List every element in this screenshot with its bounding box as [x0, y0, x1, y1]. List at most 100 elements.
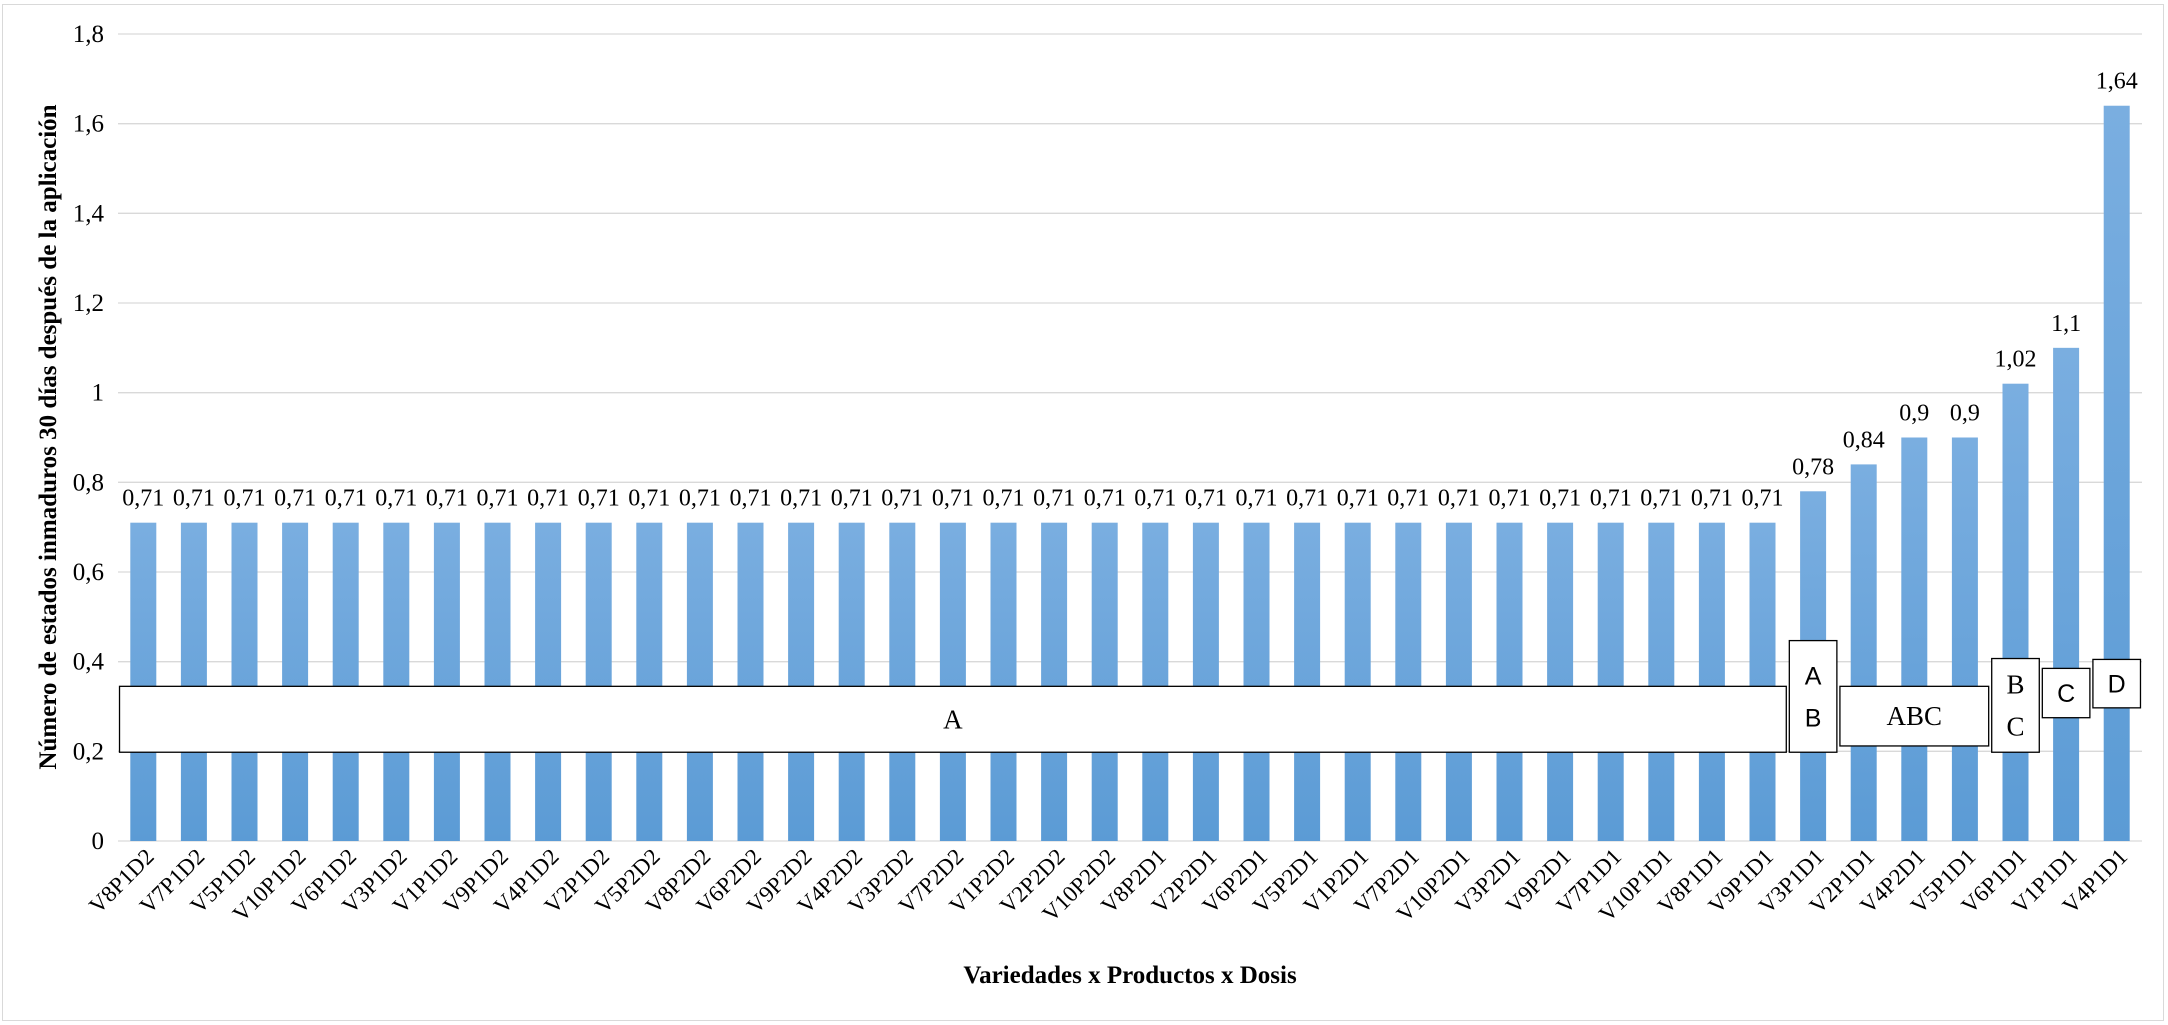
bar [1496, 522, 1523, 841]
group-box: BC [1991, 657, 2040, 753]
data-label: 0,71 [932, 486, 974, 512]
data-label: 0,71 [1539, 486, 1581, 512]
group-letter: D [2108, 671, 2126, 699]
group-letter: A [943, 704, 963, 734]
group-letter: C [2057, 680, 2075, 708]
group-box: C [2041, 667, 2091, 719]
data-label: 0,71 [325, 486, 367, 512]
group-letter: A [1805, 662, 1822, 690]
bar [2103, 105, 2130, 841]
data-label: 0,71 [527, 486, 569, 512]
bar [788, 522, 815, 841]
bar [686, 522, 713, 841]
data-label: 0,71 [831, 486, 873, 512]
data-label: 0,71 [881, 486, 923, 512]
y-tick-labels: 0 0,2 0,4 0,6 0,8 1 1,2 1,4 1,6 1,8 [73, 21, 105, 855]
data-label: 0,71 [780, 486, 822, 512]
bar [939, 522, 966, 841]
bar [2002, 383, 2029, 841]
data-label: 1,1 [2051, 311, 2081, 337]
bar [535, 522, 562, 841]
bar [1243, 522, 1270, 841]
bar [1749, 522, 1776, 841]
bar [585, 522, 612, 841]
bar [1445, 522, 1472, 841]
y-tick-label: 0 [92, 828, 105, 855]
bar [889, 522, 916, 841]
bar [1850, 464, 1877, 841]
group-box: ABC [1839, 685, 1990, 747]
bar [1648, 522, 1675, 841]
group-box-frame [1788, 639, 1838, 753]
data-label: 0,71 [1033, 486, 1075, 512]
data-label: 0,71 [578, 486, 620, 512]
bar [1041, 522, 1068, 841]
data-label: 0,71 [1286, 486, 1328, 512]
y-tick-label: 1,8 [73, 21, 104, 48]
data-label: 0,71 [1590, 486, 1632, 512]
data-label: 0,71 [1742, 486, 1784, 512]
data-label: 0,71 [1084, 486, 1126, 512]
group-box-frame [118, 685, 1787, 753]
data-label: 0,71 [1236, 486, 1278, 512]
group-box-frame [2092, 658, 2142, 709]
group-letter: C [2006, 711, 2024, 741]
bar [130, 522, 157, 841]
bar [1901, 437, 1928, 841]
bar [1294, 522, 1321, 841]
data-label: 0,71 [628, 486, 670, 512]
bar [484, 522, 511, 841]
data-labels: 0,71 0,71 0,71 0,71 0,71 0,71 0,71 0,71 0,71 0,71… [122, 69, 2137, 512]
data-label: 0,9 [1899, 401, 1929, 427]
data-label: 0,71 [1640, 486, 1682, 512]
data-label: 0,71 [1337, 486, 1379, 512]
bar [383, 522, 410, 841]
bar [1344, 522, 1371, 841]
data-label: 0,71 [1134, 486, 1176, 512]
y-tick-label: 0,2 [73, 738, 104, 765]
data-label: 0,71 [426, 486, 468, 512]
data-label: 0,71 [375, 486, 417, 512]
x-axis-title: Variedades x Productos x Dosis [963, 962, 1297, 989]
data-label: 0,71 [679, 486, 721, 512]
data-label: 0,71 [477, 486, 519, 512]
bars [130, 105, 2130, 841]
bar [737, 522, 764, 841]
bar [332, 522, 359, 841]
bar [1192, 522, 1219, 841]
y-axis-title: Número de estados inmaduros 30 días desp… [35, 104, 62, 769]
y-tick-label: 0,8 [73, 469, 104, 496]
y-tick-label: 1 [92, 380, 105, 407]
y-tick-label: 1,2 [73, 290, 104, 317]
bar [180, 522, 207, 841]
data-label: 0,71 [173, 486, 215, 512]
bar [636, 522, 663, 841]
group-box-frame [1991, 657, 2040, 753]
group-box-frame [2041, 667, 2091, 719]
group-letter: B [1805, 704, 1822, 732]
data-label: 0,71 [274, 486, 316, 512]
y-tick-label: 0,6 [73, 559, 104, 586]
data-label: 0,71 [1489, 486, 1531, 512]
data-label: 0,71 [730, 486, 772, 512]
data-label: 0,71 [122, 486, 164, 512]
y-tick-label: 1,6 [73, 111, 104, 138]
bar [231, 522, 258, 841]
bar [1395, 522, 1422, 841]
bar [282, 522, 309, 841]
x-tick-labels: V8P1D2V7P1D2V5P1D2V10P1D2V6P1D2V3P1D2V1P… [84, 844, 2132, 927]
group-box: AB [1788, 639, 1838, 753]
data-label: 0,71 [1185, 486, 1227, 512]
group-box: A [118, 685, 1787, 753]
data-label: 1,02 [1995, 347, 2037, 373]
bar [1091, 522, 1118, 841]
data-label: 0,84 [1843, 427, 1885, 453]
y-tick-label: 1,4 [73, 200, 105, 227]
group-box-frame [1839, 685, 1990, 747]
bar [433, 522, 460, 841]
group-letter: ABC [1887, 701, 1943, 731]
bar [1547, 522, 1574, 841]
bar [838, 522, 865, 841]
data-label: 0,71 [983, 486, 1025, 512]
